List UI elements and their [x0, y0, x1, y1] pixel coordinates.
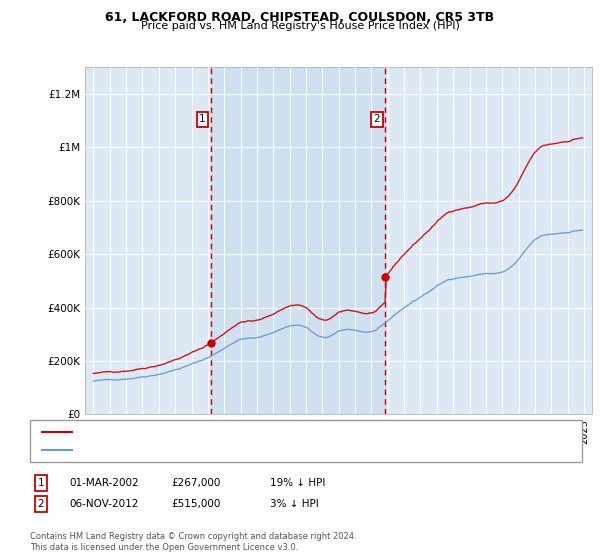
- Text: 1: 1: [37, 478, 44, 488]
- Text: £515,000: £515,000: [171, 499, 220, 509]
- Text: 19% ↓ HPI: 19% ↓ HPI: [270, 478, 325, 488]
- Text: 1: 1: [199, 114, 206, 124]
- Text: 2: 2: [374, 114, 380, 124]
- Text: 01-MAR-2002: 01-MAR-2002: [69, 478, 139, 488]
- Text: £267,000: £267,000: [171, 478, 220, 488]
- Text: 2: 2: [37, 499, 44, 509]
- Text: Contains HM Land Registry data © Crown copyright and database right 2024.: Contains HM Land Registry data © Crown c…: [30, 532, 356, 541]
- Text: 61, LACKFORD ROAD, CHIPSTEAD, COULSDON, CR5 3TB: 61, LACKFORD ROAD, CHIPSTEAD, COULSDON, …: [106, 11, 494, 24]
- Text: 3% ↓ HPI: 3% ↓ HPI: [270, 499, 319, 509]
- Bar: [211, 67, 385, 414]
- Text: HPI: Average price, detached house, Reigate and Banstead: HPI: Average price, detached house, Reig…: [75, 446, 356, 455]
- Text: This data is licensed under the Open Government Licence v3.0.: This data is licensed under the Open Gov…: [30, 543, 298, 552]
- Text: 61, LACKFORD ROAD, CHIPSTEAD, COULSDON, CR5 3TB (detached house): 61, LACKFORD ROAD, CHIPSTEAD, COULSDON, …: [75, 427, 427, 436]
- Text: Price paid vs. HM Land Registry's House Price Index (HPI): Price paid vs. HM Land Registry's House …: [140, 21, 460, 31]
- Text: 06-NOV-2012: 06-NOV-2012: [69, 499, 139, 509]
